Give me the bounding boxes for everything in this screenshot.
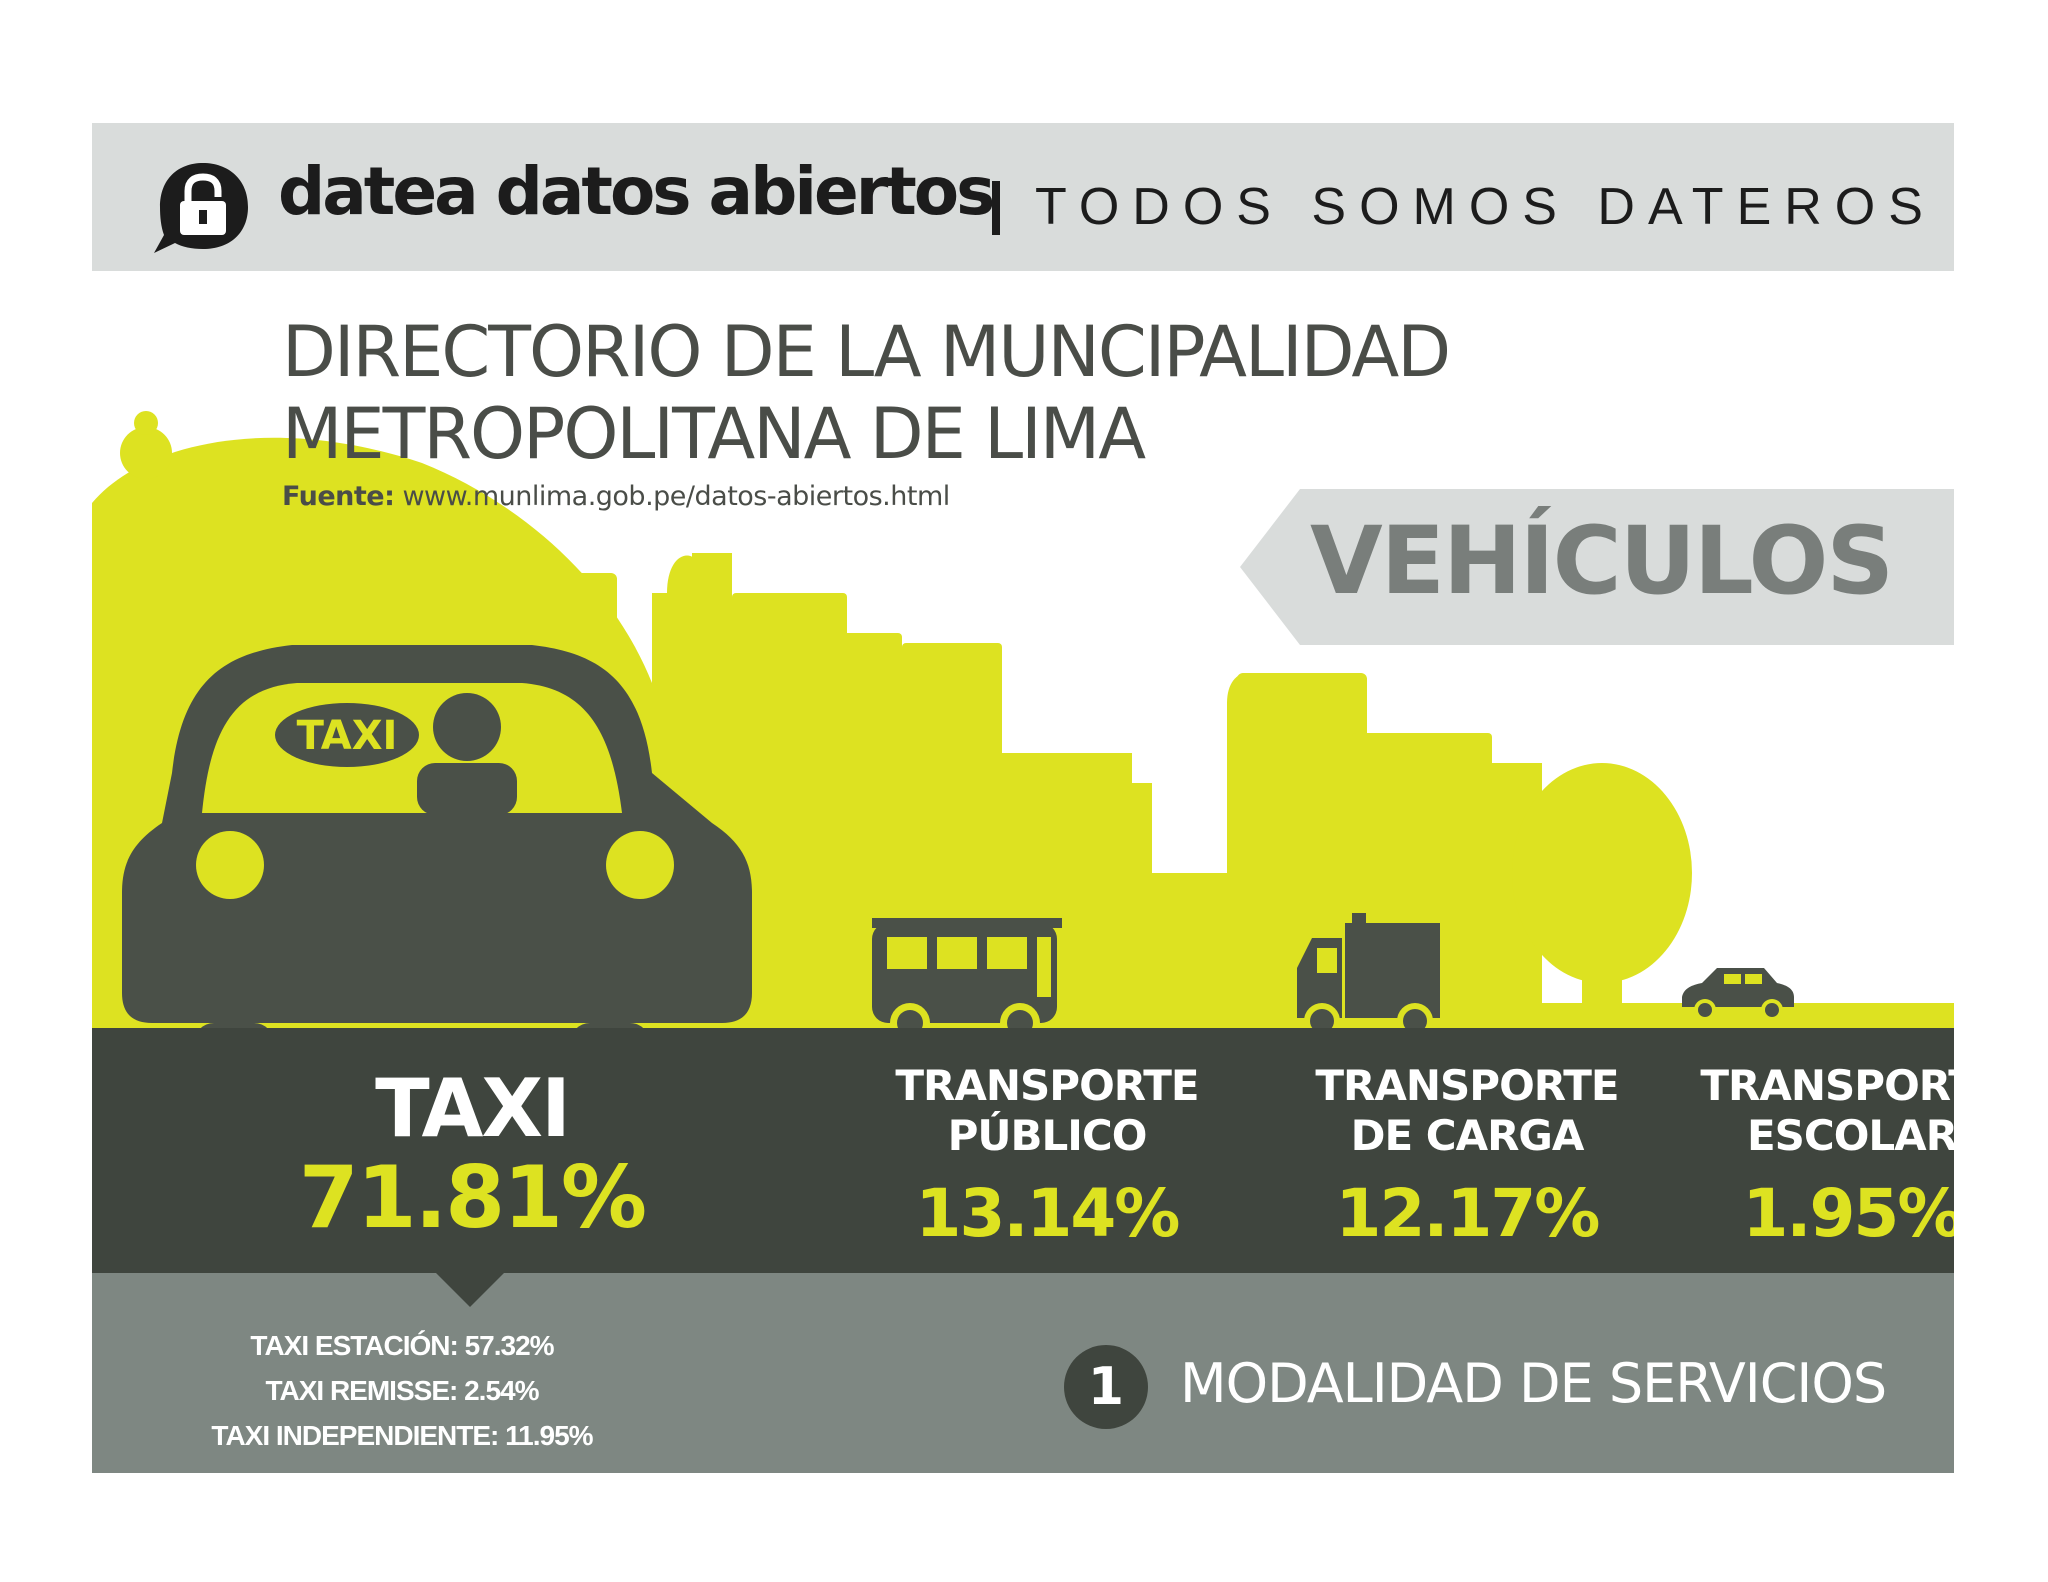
title-line-2: METROPOLITANA DE LIMA <box>282 393 1146 475</box>
source-url: www.munlima.gob.pe/datos-abiertos.html <box>402 481 950 512</box>
stat-transporte-escolar: TRANSPORTE ESCOLAR 1.95% <box>1617 1061 1954 1247</box>
infographic: TAXI <box>92 123 1954 1473</box>
list-item: TAXI INDEPENDIENTE: 11.95% <box>211 1420 593 1451</box>
truck-icon <box>1297 913 1440 1039</box>
taxi-badge-text: TAXI <box>297 713 398 759</box>
stat-transporte-publico: TRANSPORTE PÚBLICO 13.14% <box>812 1061 1282 1247</box>
category-title: VEHÍCULOS <box>1310 507 1894 616</box>
stat-value: 71.81% <box>298 1148 647 1248</box>
stat-transporte-carga: TRANSPORTE DE CARGA 12.17% <box>1232 1061 1702 1247</box>
stat-value: 1.95% <box>1742 1175 1955 1252</box>
stat-label: TRANSPORTE DE CARGA <box>1315 1061 1619 1160</box>
stat-label: TAXI <box>375 1062 571 1155</box>
stat-label: TRANSPORTE PÚBLICO <box>895 1061 1199 1160</box>
list-item: TAXI REMISSE: 2.54% <box>265 1375 539 1406</box>
title-line-1: DIRECTORIO DE LA MUNCIPALIDAD <box>282 311 1451 393</box>
source-label: Fuente: <box>282 481 395 512</box>
brand-name: datea datos abiertos <box>278 153 995 230</box>
car-icon <box>1682 968 1794 1021</box>
category-tag-background <box>1240 489 1954 645</box>
stat-label: TRANSPORTE ESCOLAR <box>1700 1061 1954 1160</box>
header-bar: datea datos abiertos TODOS SOMOS DATEROS <box>92 123 1954 271</box>
lock-speech-bubble-icon <box>154 163 248 253</box>
city-skyline-illustration: TAXI <box>92 411 1954 1085</box>
source-credit: Fuente: www.munlima.gob.pe/datos-abierto… <box>282 481 950 512</box>
pointer-arrow <box>436 1273 504 1307</box>
tagline: TODOS SOMOS DATEROS <box>1035 178 1936 236</box>
section-title: MODALIDAD DE SERVICIOS <box>1180 1352 1887 1415</box>
stat-taxi: TAXI 71.81% <box>242 1062 702 1248</box>
stat-value: 12.17% <box>1335 1175 1601 1252</box>
page-title: DIRECTORIO DE LA MUNCIPALIDAD METROPOLIT… <box>282 311 1451 475</box>
bus-icon <box>872 918 1062 1043</box>
divider <box>992 181 1000 235</box>
stat-value: 13.14% <box>915 1175 1181 1252</box>
detail-band <box>92 1273 1954 1473</box>
list-item: TAXI ESTACIÓN: 57.32% <box>250 1330 554 1361</box>
stats-band <box>92 1028 1954 1278</box>
section-number-badge: 1 <box>1064 1345 1148 1429</box>
taxi-breakdown-list: TAXI ESTACIÓN: 57.32% TAXI REMISSE: 2.54… <box>152 1323 652 1458</box>
